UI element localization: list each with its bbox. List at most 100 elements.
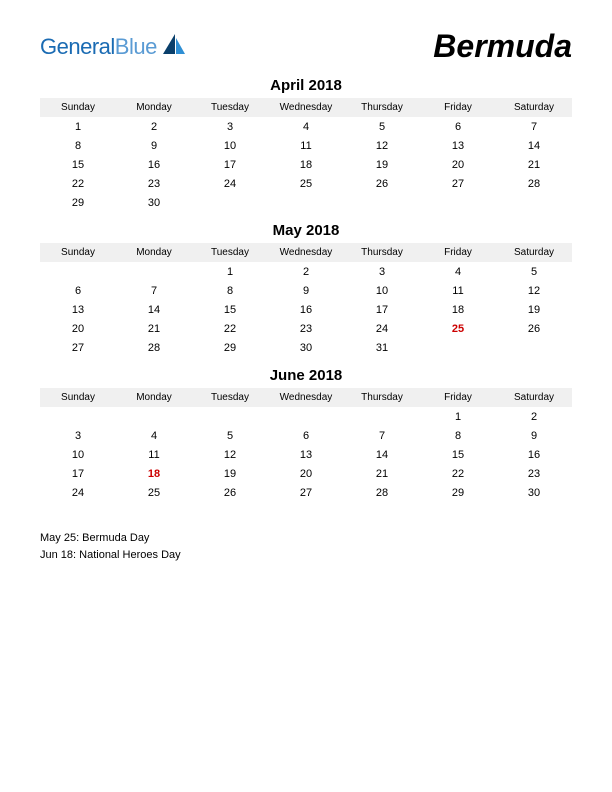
calendar-cell: 28 (496, 174, 572, 193)
calendar-cell: 1 (192, 262, 268, 281)
calendar-cell: 19 (496, 300, 572, 319)
day-header: Monday (116, 388, 192, 407)
calendar-cell: 31 (344, 338, 420, 357)
calendar-cell: 19 (192, 464, 268, 483)
day-header: Tuesday (192, 243, 268, 262)
day-header: Saturday (496, 98, 572, 117)
calendar-cell: 4 (268, 117, 344, 136)
calendar-cell: 10 (192, 136, 268, 155)
calendar-cell: 22 (192, 319, 268, 338)
calendar-cell: 26 (496, 319, 572, 338)
calendar-row: 10111213141516 (40, 445, 572, 464)
calendar-row: 1234567 (40, 117, 572, 136)
calendar-cell: 7 (344, 426, 420, 445)
calendar-cell: 9 (268, 281, 344, 300)
calendar-cell: 8 (420, 426, 496, 445)
calendar-row: 20212223242526 (40, 319, 572, 338)
day-header: Sunday (40, 243, 116, 262)
calendar-row: 24252627282930 (40, 483, 572, 502)
day-header: Monday (116, 243, 192, 262)
calendar-cell: 15 (40, 155, 116, 174)
calendar-cell: 23 (496, 464, 572, 483)
calendar-row: 17181920212223 (40, 464, 572, 483)
calendar-cell: 24 (40, 483, 116, 502)
calendar-cell: 13 (268, 445, 344, 464)
calendar-cell: 28 (344, 483, 420, 502)
calendar-row: 2728293031 (40, 338, 572, 357)
calendar-cell: 24 (344, 319, 420, 338)
calendar-month: June 2018SundayMondayTuesdayWednesdayThu… (40, 367, 572, 502)
calendar-cell: 24 (192, 174, 268, 193)
calendar-cell: 2 (268, 262, 344, 281)
header: GeneralBlue Bermuda (40, 28, 572, 65)
calendar-cell: 3 (192, 117, 268, 136)
day-header: Thursday (344, 388, 420, 407)
day-header: Sunday (40, 388, 116, 407)
month-title: May 2018 (40, 222, 572, 239)
calendar-cell: 10 (40, 445, 116, 464)
day-header: Wednesday (268, 243, 344, 262)
calendar-cell (268, 193, 344, 212)
calendar-cell: 29 (192, 338, 268, 357)
calendar-cell: 23 (116, 174, 192, 193)
calendar-cell (116, 407, 192, 426)
calendar-cell: 12 (192, 445, 268, 464)
day-header: Sunday (40, 98, 116, 117)
day-header: Friday (420, 388, 496, 407)
calendar-cell: 29 (420, 483, 496, 502)
calendar-cell: 26 (192, 483, 268, 502)
day-header: Thursday (344, 243, 420, 262)
holiday-note-line: May 25: Bermuda Day (40, 530, 572, 547)
month-title: June 2018 (40, 367, 572, 384)
logo-text-part2: Blue (115, 34, 157, 59)
calendar-cell: 25 (268, 174, 344, 193)
holiday-notes: May 25: Bermuda DayJun 18: National Hero… (40, 530, 572, 563)
calendar-cell: 23 (268, 319, 344, 338)
calendar-cell: 20 (40, 319, 116, 338)
calendar-cell (344, 407, 420, 426)
calendar-cell: 3 (40, 426, 116, 445)
calendar-cell (496, 338, 572, 357)
calendar-cell: 13 (420, 136, 496, 155)
day-header: Saturday (496, 243, 572, 262)
calendar-cell: 28 (116, 338, 192, 357)
logo-text: GeneralBlue (40, 34, 157, 60)
calendar-cell: 30 (116, 193, 192, 212)
calendar-cell: 11 (420, 281, 496, 300)
calendar-cell: 16 (116, 155, 192, 174)
calendar-cell: 22 (420, 464, 496, 483)
calendar-row: 12 (40, 407, 572, 426)
holiday-note-line: Jun 18: National Heroes Day (40, 547, 572, 564)
calendar-cell: 8 (192, 281, 268, 300)
calendar-cell: 9 (116, 136, 192, 155)
calendar-cell: 27 (268, 483, 344, 502)
day-header: Saturday (496, 388, 572, 407)
calendar-cell: 14 (344, 445, 420, 464)
calendar-cell: 12 (344, 136, 420, 155)
calendar-row: 22232425262728 (40, 174, 572, 193)
calendar-cell (496, 193, 572, 212)
calendar-cell: 22 (40, 174, 116, 193)
day-header: Wednesday (268, 388, 344, 407)
calendar-cell: 14 (116, 300, 192, 319)
calendar-cell: 4 (420, 262, 496, 281)
calendar-cell: 18 (116, 464, 192, 483)
day-header: Tuesday (192, 98, 268, 117)
calendar-cell: 9 (496, 426, 572, 445)
calendar-cell (40, 407, 116, 426)
day-header: Friday (420, 243, 496, 262)
calendar-cell: 27 (420, 174, 496, 193)
calendar-cell: 11 (116, 445, 192, 464)
calendar-cell (420, 338, 496, 357)
calendar-cell (192, 193, 268, 212)
calendar-table: SundayMondayTuesdayWednesdayThursdayFrid… (40, 98, 572, 212)
calendar-cell: 2 (496, 407, 572, 426)
day-header: Monday (116, 98, 192, 117)
calendar-month: May 2018 SundayMondayTuesdayWednesdayThur… (40, 222, 572, 357)
calendar-cell (40, 262, 116, 281)
calendar-cell: 19 (344, 155, 420, 174)
day-header: Thursday (344, 98, 420, 117)
calendar-cell: 27 (40, 338, 116, 357)
calendar-row: 891011121314 (40, 136, 572, 155)
day-header: Wednesday (268, 98, 344, 117)
